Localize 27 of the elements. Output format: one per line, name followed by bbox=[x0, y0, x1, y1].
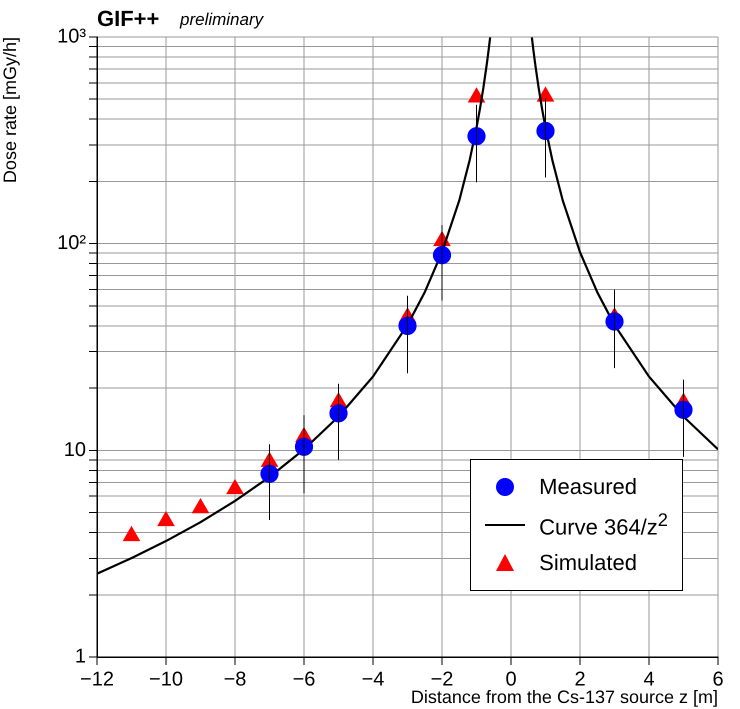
legend-label: Simulated bbox=[539, 550, 638, 576]
point bbox=[329, 404, 348, 422]
legend-label: Curve 364/z$^{2}$ bbox=[539, 509, 668, 541]
point bbox=[192, 499, 209, 514]
x-tick-label: −8 bbox=[224, 668, 246, 691]
y-tick-label: 1 bbox=[74, 646, 86, 668]
x-tick-label: −12 bbox=[80, 668, 114, 691]
point bbox=[432, 246, 452, 264]
chart-title: GIF++ bbox=[97, 6, 160, 32]
point bbox=[398, 316, 417, 336]
point bbox=[226, 480, 244, 494]
chart-subtitle: preliminary bbox=[180, 10, 264, 30]
point bbox=[605, 312, 624, 331]
y-tick-label: 10 bbox=[64, 438, 86, 461]
x-tick-label: −10 bbox=[149, 668, 183, 691]
x-tick-label: −6 bbox=[292, 668, 316, 691]
y-axis-title: Dose rate [mGy/h] bbox=[0, 37, 20, 184]
y-tick-label: 10² bbox=[57, 232, 86, 254]
point bbox=[536, 122, 555, 140]
x-tick-label: −4 bbox=[362, 668, 384, 691]
legend-label: Measured bbox=[539, 474, 638, 500]
point bbox=[294, 438, 314, 456]
point bbox=[158, 512, 174, 526]
point bbox=[467, 127, 486, 146]
y-tick-label: 10³ bbox=[57, 26, 86, 48]
point bbox=[123, 526, 140, 542]
point bbox=[674, 400, 693, 419]
